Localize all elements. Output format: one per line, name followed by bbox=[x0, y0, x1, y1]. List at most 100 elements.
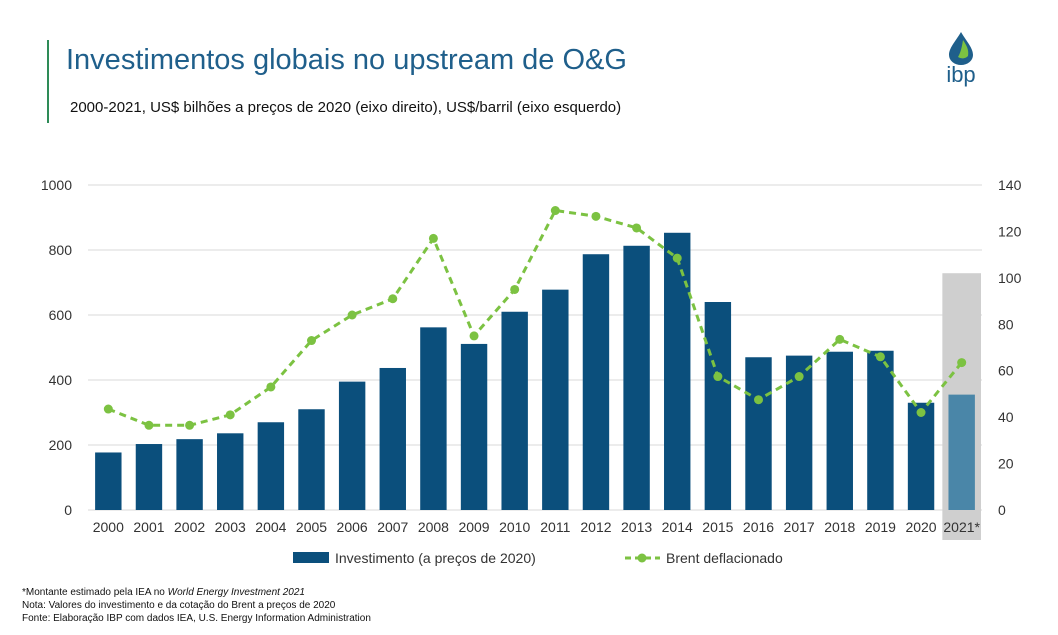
page-title: Investimentos globais no upstream de O&G bbox=[66, 44, 627, 76]
brent-point bbox=[713, 372, 723, 382]
investment-bar bbox=[826, 351, 853, 510]
investment-bar bbox=[176, 439, 203, 510]
brent-point bbox=[428, 233, 438, 243]
brent-point bbox=[794, 372, 804, 382]
investment-bar bbox=[745, 357, 772, 510]
x-tick-label: 2016 bbox=[743, 519, 774, 535]
investment-chart: 0 200 400 600 800 1000 0 20 40 60 80 100 120 140 2000 2… bbox=[41, 177, 1022, 566]
brent-point bbox=[957, 358, 967, 368]
footnote-estimate-prefix: *Montante estimado pela IEA no bbox=[22, 587, 168, 598]
x-tick-label: 2006 bbox=[337, 519, 368, 535]
brent-line bbox=[103, 206, 967, 430]
footnote-note: Nota: Valores do investimento e da cotaç… bbox=[22, 600, 336, 611]
x-tick-label: 2020 bbox=[905, 519, 936, 535]
investment-bar bbox=[460, 343, 488, 510]
y-left-tick-label: 0 bbox=[64, 502, 72, 518]
x-tick-label: 2000 bbox=[93, 519, 124, 535]
investment-bar bbox=[867, 350, 894, 510]
legend-label-brent: Brent deflacionado bbox=[666, 550, 783, 566]
brent-point bbox=[307, 336, 316, 346]
y-right-tick-label: 0 bbox=[998, 502, 1006, 518]
brent-point bbox=[185, 420, 195, 430]
y-right-tick-label: 20 bbox=[998, 456, 1014, 472]
brent-point bbox=[266, 382, 276, 392]
x-tick-label: 2005 bbox=[296, 519, 327, 535]
investment-bar bbox=[379, 367, 406, 510]
brent-point bbox=[591, 211, 601, 221]
brent-point bbox=[469, 331, 479, 341]
brent-point bbox=[388, 294, 398, 304]
drop-icon bbox=[949, 32, 973, 65]
brent-point bbox=[632, 223, 642, 233]
brent-point bbox=[347, 310, 357, 320]
investment-bar bbox=[135, 444, 163, 510]
x-tick-label: 2017 bbox=[784, 519, 815, 535]
y-left-tick-label: 200 bbox=[49, 437, 73, 453]
investment-bar bbox=[907, 402, 935, 510]
footnote-source: Fonte: Elaboração IBP com dados IEA, U.S… bbox=[22, 613, 371, 624]
brent-point bbox=[103, 404, 113, 414]
legend-label-investment: Investimento (a preços de 2020) bbox=[335, 550, 536, 566]
logo-text: ibp bbox=[946, 62, 976, 87]
x-tick-label: 2004 bbox=[255, 519, 286, 535]
legend-marker-brent bbox=[637, 553, 647, 563]
brent-point bbox=[754, 395, 763, 405]
investment-bar bbox=[338, 381, 366, 510]
y-left-tick-label: 800 bbox=[49, 242, 73, 258]
investment-bar bbox=[298, 409, 325, 510]
x-tick-label: 2001 bbox=[133, 519, 164, 535]
x-tick-label: 2019 bbox=[865, 519, 896, 535]
y-right-tick-label: 100 bbox=[998, 270, 1022, 286]
investment-bar bbox=[257, 422, 285, 510]
chart-legend: Investimento (a preços de 2020) Brent def… bbox=[293, 550, 783, 566]
x-tick-label: 2018 bbox=[824, 519, 855, 535]
brent-point bbox=[875, 352, 885, 362]
y-right-tick-label: 120 bbox=[998, 223, 1022, 239]
footnote-estimate: *Montante estimado pela IEA no World Ene… bbox=[22, 586, 371, 599]
title-accent-bar bbox=[47, 40, 49, 123]
x-tick-label: 2007 bbox=[377, 519, 408, 535]
x-tick-label: 2011 bbox=[540, 519, 570, 535]
investment-bar bbox=[664, 232, 691, 510]
investment-bar bbox=[948, 394, 975, 510]
x-tick-label: 2008 bbox=[418, 519, 449, 535]
brent-point bbox=[916, 408, 926, 417]
x-tick-label: 2013 bbox=[621, 519, 652, 535]
x-tick-label: 2003 bbox=[215, 519, 246, 535]
x-tick-label: 2002 bbox=[174, 519, 205, 535]
page-subtitle: 2000-2021, US$ bilhões a preços de 2020 … bbox=[70, 99, 622, 116]
investment-bar bbox=[420, 327, 447, 510]
footnote-estimate-source: World Energy Investment 2021 bbox=[167, 587, 305, 598]
brent-point bbox=[144, 420, 154, 430]
investment-bar bbox=[217, 433, 244, 510]
investment-bar bbox=[704, 302, 732, 510]
investment-bar bbox=[95, 452, 122, 510]
investment-bar bbox=[542, 289, 569, 510]
y-left-tick-label: 1000 bbox=[41, 177, 72, 193]
brent-point bbox=[835, 334, 845, 344]
brent-point bbox=[225, 410, 235, 420]
footnotes: *Montante estimado pela IEA no World Ene… bbox=[22, 586, 371, 625]
y-right-tick-label: 60 bbox=[998, 363, 1014, 379]
x-tick-label: 2010 bbox=[499, 519, 530, 535]
brent-point bbox=[672, 253, 682, 263]
y-right-tick-label: 140 bbox=[998, 177, 1022, 193]
investment-bar bbox=[501, 311, 528, 510]
investment-bars bbox=[95, 232, 975, 510]
y-left-tick-label: 400 bbox=[49, 372, 73, 388]
y-left-tick-label: 600 bbox=[49, 307, 73, 323]
x-tick-label: 2012 bbox=[580, 519, 611, 535]
x-tick-label: 2015 bbox=[702, 519, 733, 535]
investment-bar bbox=[582, 254, 610, 510]
x-tick-label: 2009 bbox=[458, 519, 489, 535]
x-tick-label: 2021* bbox=[943, 519, 980, 535]
brent-point bbox=[510, 284, 520, 294]
legend-swatch-investment bbox=[293, 552, 329, 563]
ibp-logo: ibp bbox=[936, 30, 986, 92]
y-right-tick-label: 80 bbox=[998, 316, 1014, 332]
brent-point bbox=[550, 206, 560, 216]
x-tick-label: 2014 bbox=[662, 519, 693, 535]
axis-labels: 0 200 400 600 800 1000 0 20 40 60 80 100 120 140 2000 2… bbox=[41, 177, 1022, 535]
y-right-tick-label: 40 bbox=[998, 409, 1014, 425]
investment-bar bbox=[623, 245, 650, 510]
